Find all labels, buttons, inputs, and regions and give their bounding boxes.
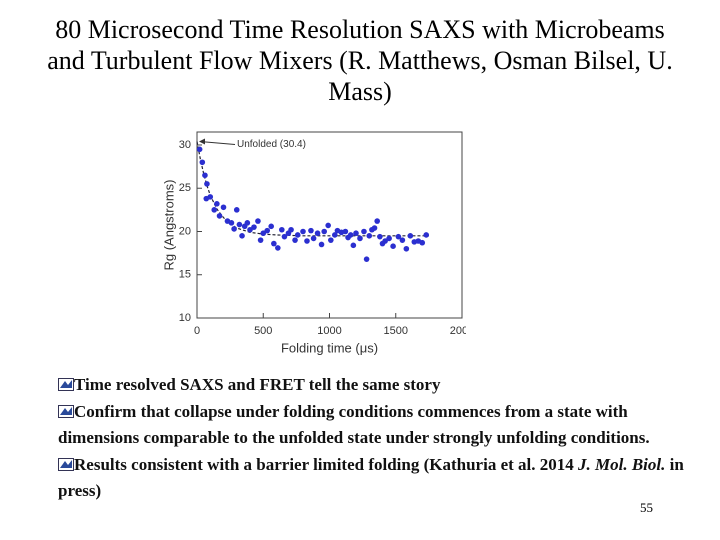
data-point — [377, 233, 383, 240]
data-point — [353, 230, 359, 237]
bullet-text: Results consistent with a barrier limite… — [74, 454, 578, 474]
bullet-text: Confirm that collapse under folding cond… — [58, 401, 650, 448]
data-point — [231, 226, 237, 232]
bullet: Results consistent with a barrier limite… — [58, 452, 708, 505]
data-point — [347, 232, 354, 238]
chart-area: 0 500 1000 1500 2000 10 15 20 25 30 Folding time (… — [161, 131, 474, 355]
data-point — [202, 172, 208, 179]
x-tick-label: 1500 — [384, 325, 408, 337]
data-point — [386, 235, 392, 242]
data-point — [328, 237, 334, 243]
arrow-head — [199, 138, 205, 145]
bullet-list: Time resolved SAXS and FRET tell the sam… — [58, 372, 708, 505]
x-tick-label: 2000 — [450, 325, 474, 337]
data-point — [271, 240, 277, 247]
y-tick-label: 25 — [179, 182, 191, 194]
data-point — [395, 233, 402, 240]
data-point — [310, 235, 317, 242]
data-point — [196, 146, 203, 153]
annotation-arrow — [199, 141, 236, 146]
data-point — [236, 221, 243, 228]
data-point — [423, 232, 430, 238]
data-point — [244, 220, 251, 226]
data-point — [247, 226, 253, 233]
x-tick-label: 0 — [194, 325, 200, 337]
data-point — [199, 159, 206, 166]
y-tick-label: 30 — [179, 139, 191, 151]
data-point — [220, 204, 227, 211]
data-point — [314, 230, 321, 237]
data-point — [233, 207, 240, 213]
data-point — [214, 201, 220, 207]
data-point — [251, 224, 257, 230]
data-point — [382, 238, 388, 244]
data-point — [275, 245, 281, 251]
data-point — [300, 228, 306, 235]
bullet: Confirm that collapse under folding cond… — [58, 399, 708, 452]
data-point — [255, 218, 261, 224]
data-point — [257, 237, 264, 243]
bullet-icon — [58, 378, 74, 391]
bullet-icon — [58, 457, 74, 471]
data-point — [321, 228, 328, 235]
bullet-icon — [58, 404, 74, 418]
slide-title: 80 Microsecond Time Resolution SAXS with… — [47, 15, 673, 106]
data-point — [332, 232, 338, 238]
data-point — [294, 232, 301, 238]
data-point — [342, 228, 349, 235]
data-point — [371, 225, 378, 231]
data-point — [308, 227, 314, 234]
data-point — [407, 233, 414, 239]
page-number: 55 — [640, 500, 653, 515]
x-tick-label: 500 — [254, 325, 272, 337]
bullet: Time resolved SAXS and FRET tell the sam… — [58, 372, 708, 399]
data-point — [228, 220, 235, 226]
data-point — [264, 227, 271, 234]
x-tick-label: 1000 — [317, 325, 341, 337]
data-point — [292, 237, 298, 243]
data-point — [304, 238, 310, 244]
data-point — [390, 243, 396, 249]
data-point — [366, 233, 373, 239]
data-point — [363, 256, 370, 262]
annotation-text: Unfolded (30.4) — [237, 139, 306, 150]
data-point — [207, 194, 214, 200]
data-point — [216, 213, 223, 219]
data-point — [374, 218, 381, 224]
y-tick-label: 10 — [179, 312, 191, 324]
data-point — [419, 239, 426, 246]
bullet-text: J. Mol. Biol. — [578, 454, 666, 474]
data-point — [281, 233, 288, 240]
y-axis-label: Rg (Angstroms) — [161, 179, 176, 270]
data-point — [204, 181, 210, 187]
data-point — [325, 222, 331, 229]
bullet-text: Time resolved SAXS and FRET tell the sam… — [74, 375, 441, 394]
data-point — [399, 237, 406, 243]
data-point — [211, 207, 218, 213]
data-point — [361, 228, 367, 235]
data-point — [288, 226, 294, 233]
x-axis-label: Folding time (μs) — [281, 340, 378, 355]
y-tick-label: 20 — [179, 225, 191, 237]
data-point — [239, 233, 245, 239]
data-point — [403, 245, 410, 252]
data-point — [350, 242, 357, 249]
y-tick-label: 15 — [179, 269, 191, 281]
data-point — [357, 235, 363, 242]
data-point — [279, 226, 285, 233]
data-point — [318, 241, 325, 248]
bullet-text: in press) — [58, 454, 684, 501]
data-point — [260, 230, 267, 237]
data-point — [268, 223, 275, 230]
